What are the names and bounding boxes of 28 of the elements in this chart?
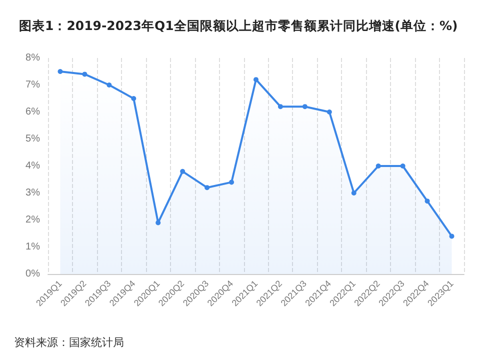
point <box>156 220 161 226</box>
y-tick-label: 3% <box>26 188 40 198</box>
y-tick-label: 4% <box>26 160 40 172</box>
point <box>351 190 356 196</box>
point <box>229 180 234 185</box>
point <box>302 104 308 110</box>
y-tick-label: 7% <box>26 80 40 90</box>
point <box>326 110 332 114</box>
point <box>204 185 210 190</box>
point <box>376 164 381 168</box>
y-tick-label: 2% <box>26 214 40 226</box>
point <box>131 96 136 101</box>
y-tick-label: 5% <box>26 134 40 144</box>
point <box>449 234 454 239</box>
point <box>106 82 112 88</box>
point <box>400 164 406 168</box>
y-tick-label: 8% <box>26 52 40 64</box>
point <box>278 104 283 110</box>
y-tick-label: 0% <box>26 268 40 280</box>
y-tick-label: 1% <box>26 242 40 252</box>
y-tick-label: 6% <box>26 106 40 118</box>
point <box>424 198 430 204</box>
point <box>254 77 258 82</box>
point <box>82 72 88 77</box>
point <box>58 69 63 74</box>
chart-title: 图表1：2019-2023年Q1全国限额以上超市零售额累计同比增速(单位：%) <box>19 18 458 33</box>
text: 资料来源：国家统计局 <box>14 336 124 349</box>
point <box>180 168 186 174</box>
